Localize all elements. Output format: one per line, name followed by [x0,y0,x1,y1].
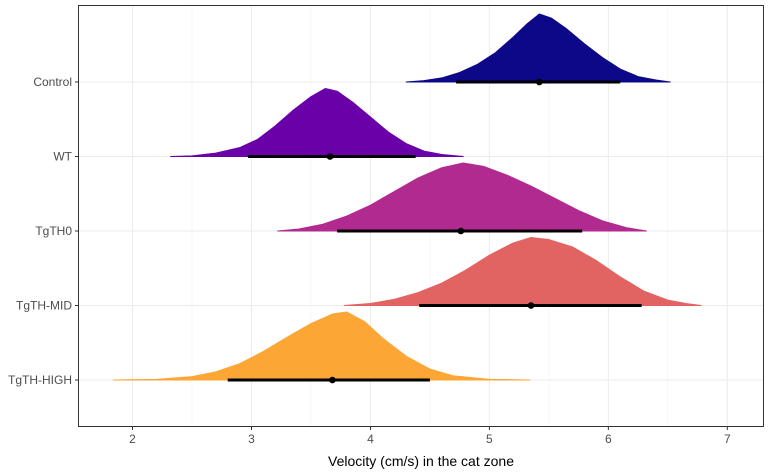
point-Control [536,78,543,86]
x-tick-label: 7 [724,432,731,446]
point-TgTH0 [457,227,465,235]
x-tick-label: 3 [248,432,255,446]
y-tick-label: WT [53,150,72,164]
x-tick-label: 2 [129,432,136,446]
density-TgTH0 [277,162,647,232]
distributions [113,13,702,384]
y-tick-label: TgTH-MID [16,299,72,313]
x-tick-label: 5 [486,432,493,446]
y-tick-label: TgTH0 [35,224,72,238]
axes: 2 3 4 5 6 7 Control WT TgTH0 TgTH-MID TgTH-HIGH [8,75,731,446]
density-TgTH-MID [343,237,702,306]
y-tick-label: TgTH-HIGH [8,373,72,387]
density-WT [170,88,464,157]
panel-border [78,5,764,427]
point-TgTH-HIGH [329,376,336,384]
density-Control [405,13,671,83]
x-tick-label: 4 [367,432,374,446]
density-TgTH-HIGH [113,311,531,381]
y-tick-label: Control [33,75,72,89]
x-tick-label: 6 [605,432,612,446]
point-WT [326,153,334,160]
x-axis-title: Velocity (cm/s) in the cat zone [328,453,514,469]
point-TgTH-MID [527,302,535,309]
